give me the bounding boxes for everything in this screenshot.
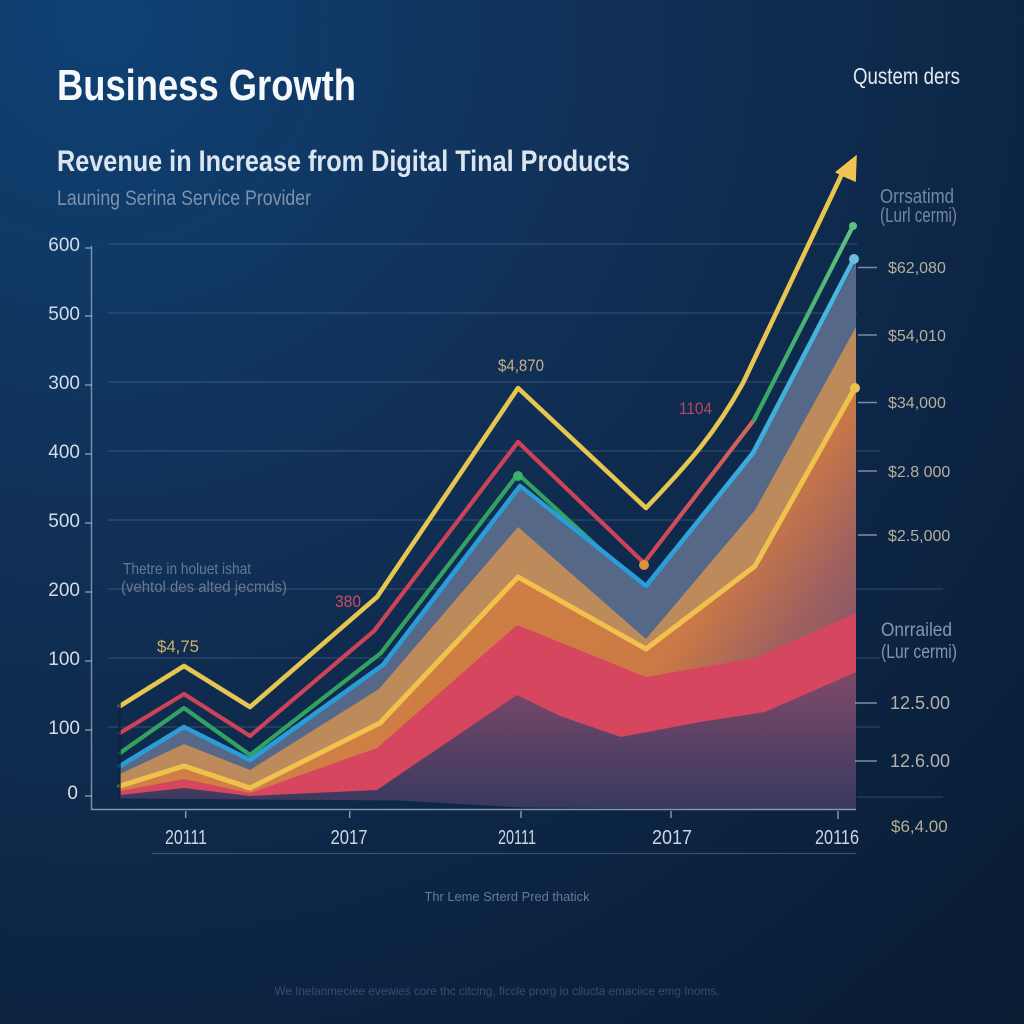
svg-text:$34,000: $34,000 [888,395,946,412]
svg-text:Thetre in holuet ishat: Thetre in holuet ishat [123,561,251,578]
svg-text:20111: 20111 [165,827,207,849]
svg-text:300: 300 [48,373,80,394]
svg-text:(Lur cermi): (Lur cermi) [881,642,957,663]
svg-text:600: 600 [48,235,80,256]
svg-text:$62,080: $62,080 [888,260,946,277]
svg-text:Revenue in Increase from Digit: Revenue in Increase from Digital Tinal P… [57,145,630,178]
svg-text:Thr Leme Srterd Pred thatick: Thr Leme Srterd Pred thatick [425,889,590,904]
svg-text:400: 400 [48,442,80,463]
svg-text:0: 0 [67,783,78,804]
svg-text:2017: 2017 [652,827,692,849]
svg-text:We Inelanmeciee evewies core t: We Inelanmeciee evewies core thc citcing… [275,984,720,998]
svg-text:$2.8 000: $2.8 000 [888,464,950,481]
svg-text:$6,4.00: $6,4.00 [891,817,948,836]
svg-text:500: 500 [48,304,80,325]
svg-text:100: 100 [48,718,80,739]
svg-text:20116: 20116 [815,827,859,849]
svg-text:100: 100 [48,649,80,670]
svg-text:Qustem ders: Qustem ders [853,63,960,89]
svg-text:1104: 1104 [679,399,712,418]
svg-text:$54,010: $54,010 [888,328,946,345]
svg-text:$2.5,000: $2.5,000 [888,528,950,545]
svg-text:500: 500 [48,511,80,532]
svg-text:Orrsatimd: Orrsatimd [880,186,954,208]
svg-text:(Lurl cermi): (Lurl cermi) [880,205,957,227]
svg-text:12.6.00: 12.6.00 [890,751,950,771]
svg-text:$4,870: $4,870 [498,356,544,375]
svg-text:2017: 2017 [331,827,368,849]
svg-text:$4,75: $4,75 [157,637,199,656]
svg-text:200: 200 [48,580,80,601]
svg-text:Launing Serina Service Provide: Launing Serina Service Provider [57,187,311,210]
svg-text:(vehtol des alted jecmds): (vehtol des alted jecmds) [121,579,287,596]
svg-text:20111: 20111 [498,827,536,849]
svg-text:380: 380 [335,592,361,611]
svg-text:12.5.00: 12.5.00 [890,693,950,713]
svg-text:Onrrailed: Onrrailed [881,620,952,641]
svg-text:Business Growth: Business Growth [57,61,356,110]
